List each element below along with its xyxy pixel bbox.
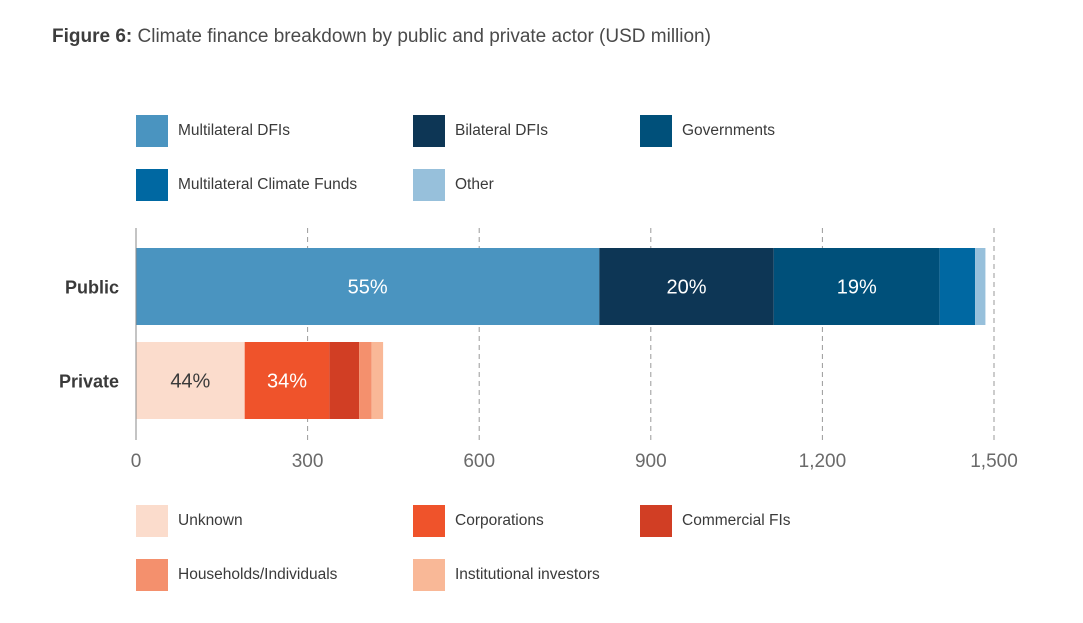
category-label: Public bbox=[65, 278, 119, 298]
legend-item-governments: Governments bbox=[640, 115, 775, 147]
legend-item-multilateral-climate-funds: Multilateral Climate Funds bbox=[136, 169, 357, 201]
x-tick-label: 600 bbox=[463, 451, 495, 472]
data-label: 34% bbox=[267, 371, 307, 393]
x-tick-label: 0 bbox=[131, 451, 142, 472]
legend-label: Multilateral Climate Funds bbox=[178, 176, 358, 193]
bar-segment bbox=[359, 342, 372, 419]
legend-swatch bbox=[413, 559, 445, 591]
legend-item-other: Other bbox=[413, 169, 494, 201]
legend-swatch bbox=[413, 505, 445, 537]
figure-caption: Climate finance breakdown by public and … bbox=[137, 26, 711, 47]
bar-segment bbox=[136, 248, 600, 325]
bar-segment bbox=[773, 248, 940, 325]
legend-item-bilateral-dfis: Bilateral DFIs bbox=[413, 115, 548, 147]
legend-label: Unknown bbox=[178, 512, 243, 529]
x-tick-label: 300 bbox=[292, 451, 324, 472]
legend-label: Multilateral DFIs bbox=[178, 122, 290, 139]
data-label: 20% bbox=[667, 277, 707, 299]
legend-swatch bbox=[136, 559, 168, 591]
legend-label: Bilateral DFIs bbox=[455, 122, 549, 139]
bar-segment bbox=[939, 248, 976, 325]
legend-swatch bbox=[136, 115, 168, 147]
legend-swatch bbox=[413, 169, 445, 201]
bar-segment bbox=[136, 342, 245, 419]
legend-label: Households/Individuals bbox=[178, 566, 338, 583]
data-label: 19% bbox=[837, 277, 877, 299]
x-tick-label: 1,500 bbox=[970, 451, 1018, 472]
chart-title: Figure 6: Climate finance breakdown by p… bbox=[52, 26, 711, 48]
legend-item-households-individuals: Households/Individuals bbox=[136, 559, 337, 591]
legend-label: Institutional investors bbox=[455, 566, 600, 583]
legend-swatch bbox=[640, 505, 672, 537]
category-label: Private bbox=[59, 372, 119, 392]
legend-item-commercial-fis: Commercial FIs bbox=[640, 505, 791, 537]
bar-segment bbox=[975, 248, 986, 325]
x-tick-label: 900 bbox=[635, 451, 667, 472]
legend-item-institutional-investors: Institutional investors bbox=[413, 559, 600, 591]
legend-swatch bbox=[413, 115, 445, 147]
bar-segment bbox=[244, 342, 330, 419]
legend-swatch bbox=[136, 169, 168, 201]
bar-segment bbox=[371, 342, 384, 419]
legend-item-multilateral-dfis: Multilateral DFIs bbox=[136, 115, 290, 147]
bar-segment bbox=[599, 248, 774, 325]
legend-label: Commercial FIs bbox=[682, 512, 791, 529]
legend-swatch bbox=[136, 505, 168, 537]
data-label: 44% bbox=[170, 371, 210, 393]
legend-swatch bbox=[640, 115, 672, 147]
legend-item-unknown: Unknown bbox=[136, 505, 243, 537]
legend-label: Other bbox=[455, 176, 494, 193]
legend-label: Governments bbox=[682, 122, 776, 139]
figure-number: Figure 6: bbox=[52, 26, 133, 47]
bar-segment bbox=[329, 342, 360, 419]
legend-item-corporations: Corporations bbox=[413, 505, 544, 537]
data-label: 55% bbox=[348, 277, 388, 299]
legend-label: Corporations bbox=[455, 512, 544, 529]
x-tick-label: 1,200 bbox=[799, 451, 847, 472]
